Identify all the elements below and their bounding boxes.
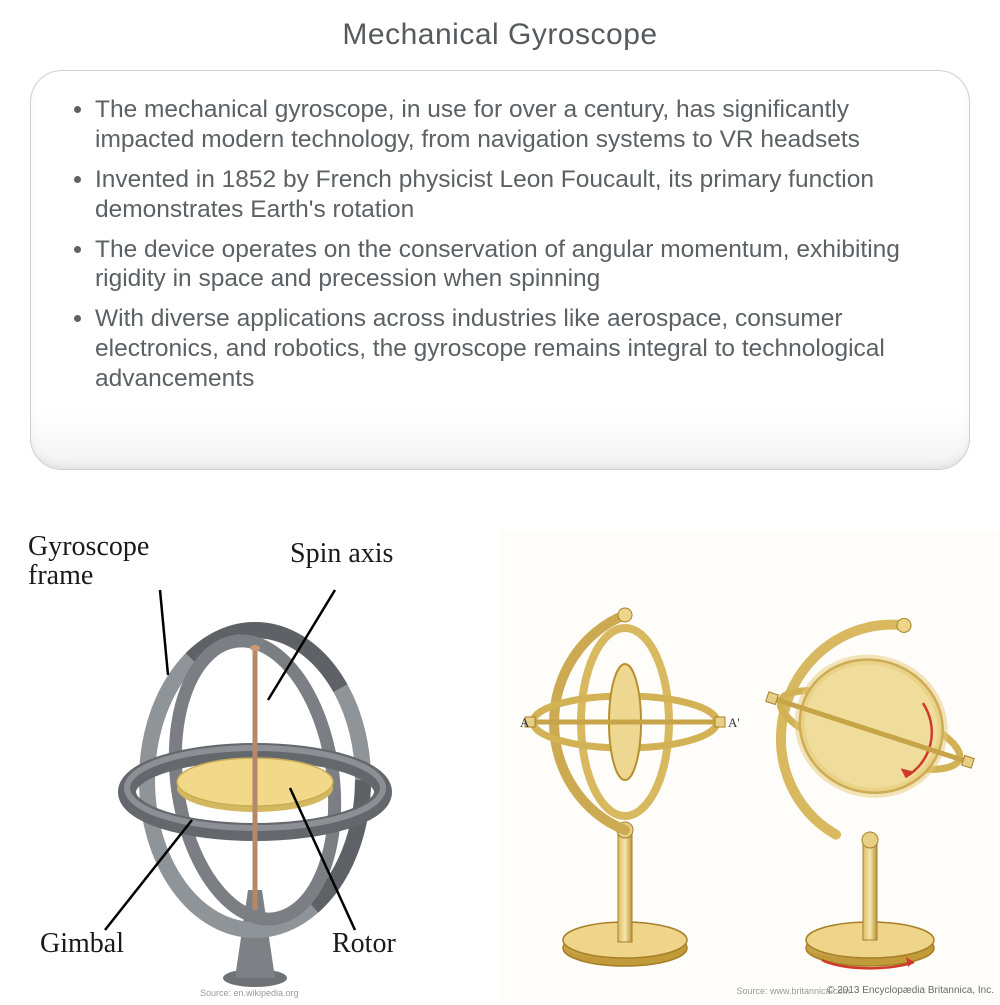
right-copyright: © 2013 Encyclopædia Britannica, Inc. — [827, 985, 994, 996]
bullet-list: The mechanical gyroscope, in use for ove… — [65, 95, 935, 394]
diagram-area: Gyroscopeframe Spin axis Gimbal Rotor So… — [0, 520, 1000, 1000]
bullet-item: The device operates on the conservation … — [95, 235, 935, 295]
bullet-item: With diverse applications across industr… — [95, 304, 935, 394]
label-gyroscope-frame: Gyroscopeframe — [28, 532, 149, 591]
bullet-item: The mechanical gyroscope, in use for ove… — [95, 95, 935, 155]
axis-label-a-prime: A' — [728, 715, 740, 730]
left-gyroscope-diagram: Gyroscopeframe Spin axis Gimbal Rotor So… — [10, 530, 500, 1000]
right-gyroscope-diagram: A A' — [500, 530, 1000, 1000]
label-gimbal: Gimbal — [40, 928, 124, 960]
label-spin-axis: Spin axis — [290, 538, 393, 570]
page-title: Mechanical Gyroscope — [0, 0, 1000, 52]
gold-gyroscopes-svg: A A' — [500, 530, 1000, 1000]
axis-label-a: A — [520, 715, 530, 730]
label-rotor: Rotor — [332, 928, 396, 960]
info-card: The mechanical gyroscope, in use for ove… — [30, 70, 970, 470]
bullet-item: Invented in 1852 by French physicist Leo… — [95, 165, 935, 225]
left-source: Source: en.wikipedia.org — [200, 988, 299, 998]
